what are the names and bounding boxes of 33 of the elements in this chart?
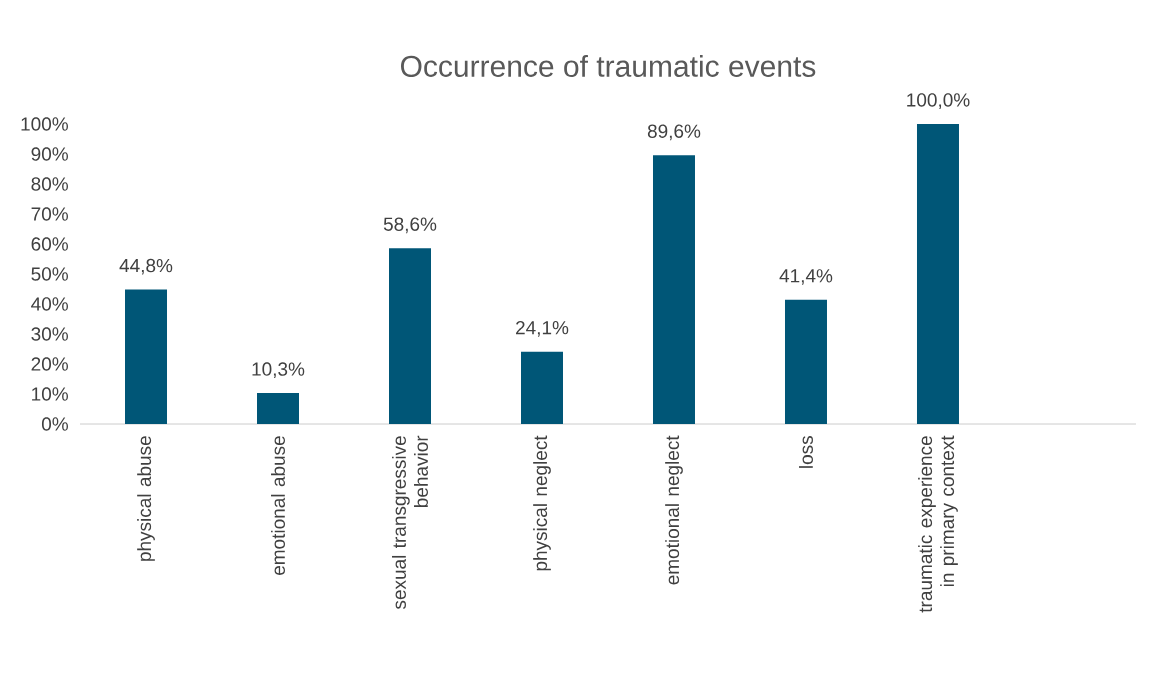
data-label: 100,0% (907, 93, 970, 109)
bar (257, 393, 299, 425)
bar (389, 248, 431, 425)
x-tick-label: traumatic experience in primary context (918, 435, 958, 613)
y-tick-label: 80% (31, 177, 68, 191)
y-tick-label: 40% (31, 297, 68, 311)
y-tick-label: 0% (41, 417, 68, 431)
y-tick-label: 60% (31, 237, 68, 251)
y-tick-label: 20% (31, 357, 68, 371)
data-label: 24,1% (516, 320, 569, 337)
y-tick-label: 10% (32, 387, 68, 401)
data-label: 41,4% (779, 269, 833, 285)
bar (521, 351, 563, 425)
y-tick-label: 70% (31, 207, 68, 221)
x-tick-label: emotional neglect (665, 435, 683, 585)
x-tick-label: physical abuse (137, 436, 155, 561)
y-tick-label: 30% (31, 327, 68, 341)
bar (784, 299, 827, 425)
bar (125, 289, 167, 425)
x-tick-label: loss (799, 436, 813, 468)
x-tick-label: emotional abuse (271, 436, 285, 576)
chart-title: Occurrence of traumatic events (400, 54, 816, 77)
y-tick-label: 100% (21, 117, 68, 131)
y-tick-label: 90% (31, 147, 68, 161)
x-tick-label: physical neglect (533, 435, 551, 571)
data-label: 89,6% (647, 124, 701, 141)
x-tick-label: sexual transgressive behavior (392, 435, 428, 610)
y-tick-label: 50% (31, 267, 68, 281)
data-label: 58,6% (383, 217, 437, 234)
data-label: 44,8% (119, 258, 173, 275)
bar (916, 124, 959, 425)
data-label: 10,3% (252, 362, 305, 379)
bar (652, 155, 695, 425)
